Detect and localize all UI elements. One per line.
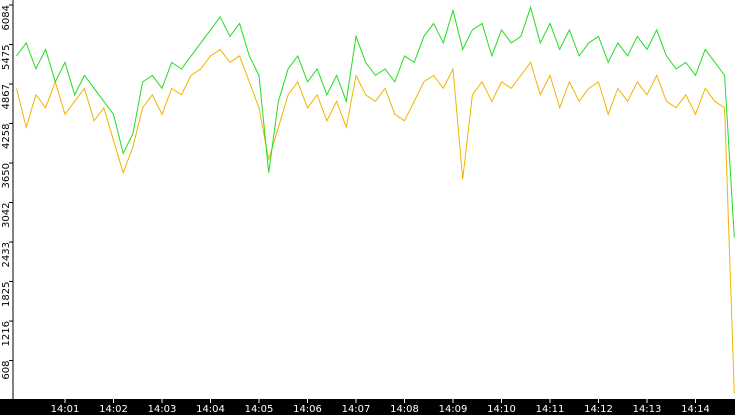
x-tick-label: 14:01: [51, 404, 80, 415]
series-line: [16, 5, 735, 238]
x-tick-label: 14:07: [342, 404, 371, 415]
series-line: [16, 48, 735, 394]
x-tick-label: 14:12: [584, 404, 613, 415]
x-tick-label: 14:13: [633, 404, 662, 415]
y-tick-label: 608: [1, 361, 12, 380]
x-tick-label: 14:06: [293, 404, 322, 415]
y-tick-label: 1216: [1, 321, 12, 346]
x-tick-label: 14:04: [196, 404, 225, 415]
x-tick-label: 14:09: [439, 404, 468, 415]
y-tick-label: 6084: [1, 5, 12, 30]
x-tick-label: 14:08: [390, 404, 419, 415]
x-tick-label: 14:05: [245, 404, 274, 415]
x-tick-label: 14:02: [99, 404, 128, 415]
y-tick-label: 1825: [1, 282, 12, 307]
x-tick-label: 14:14: [681, 404, 710, 415]
y-tick-label: 3042: [1, 203, 12, 228]
y-tick-label: 4867: [1, 84, 12, 109]
x-axis-bar: [0, 399, 735, 415]
y-tick-label: 3650: [1, 163, 12, 188]
y-tick-label: 5475: [1, 45, 12, 70]
x-tick-label: 14:03: [148, 404, 177, 415]
x-tick-label: 14:10: [487, 404, 516, 415]
y-tick-label: 4258: [1, 124, 12, 149]
y-tick-label: 2433: [1, 242, 12, 267]
x-tick-label: 14:11: [536, 404, 565, 415]
